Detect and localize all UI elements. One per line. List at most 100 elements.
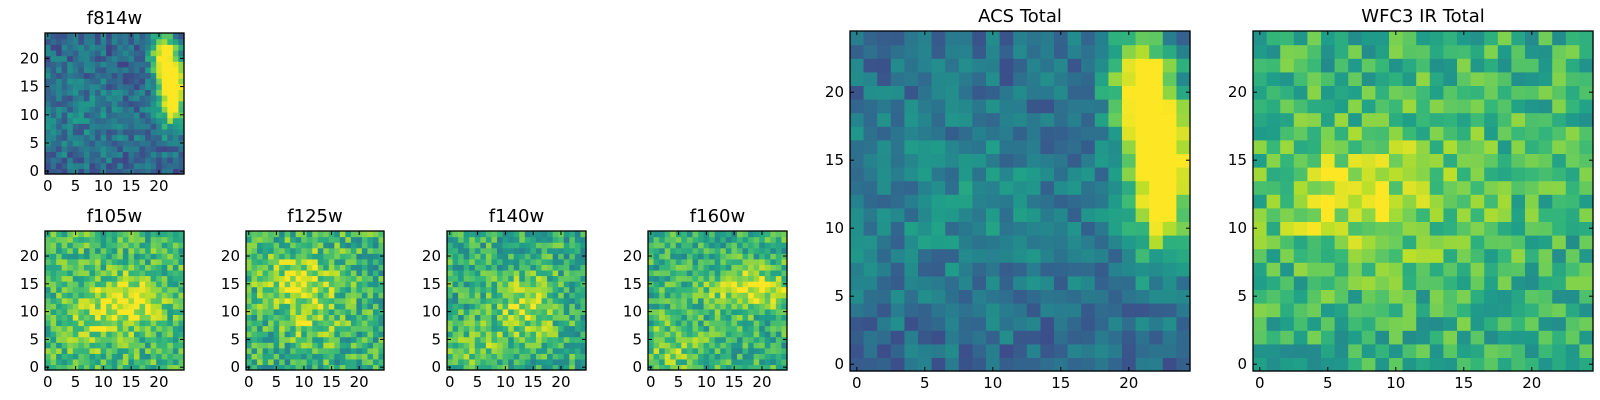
heatmap-cell [1348, 357, 1363, 372]
heatmap-cell [497, 258, 504, 265]
heatmap-cell [753, 286, 760, 293]
heatmap-cell [692, 325, 699, 332]
heatmap-cell [111, 49, 118, 57]
heatmap-cell [1122, 99, 1137, 114]
heatmap-cell [563, 242, 570, 249]
heatmap-cell [167, 123, 174, 130]
heatmap-cell [67, 33, 74, 40]
heatmap-cell [703, 292, 710, 299]
heatmap-cell [167, 236, 174, 243]
heatmap-cell [1402, 316, 1417, 331]
heatmap-cell [1040, 139, 1055, 154]
heatmap-cell [474, 247, 481, 254]
heatmap-cell [367, 297, 374, 304]
heatmap-cell [1457, 194, 1472, 209]
heatmap-cell [1402, 167, 1417, 182]
heatmap-cell [117, 297, 124, 304]
heatmap-cell [681, 247, 688, 254]
heatmap-cell [931, 58, 946, 73]
heatmap-cell [580, 303, 587, 310]
heatmap-cell [725, 286, 732, 293]
heatmap-cell [877, 85, 892, 100]
heatmap-cell [95, 358, 102, 366]
heatmap-cell [1497, 139, 1512, 154]
heatmap-cell [1538, 262, 1553, 277]
heatmap-cell [1162, 99, 1177, 114]
heatmap-cell [111, 145, 118, 153]
heatmap-cell [1402, 153, 1417, 168]
heatmap-cell [339, 269, 346, 277]
heatmap-cell [111, 292, 118, 299]
heatmap-cell [986, 357, 1001, 372]
heatmap-cell [262, 297, 269, 304]
x-tick-label: 20 [752, 373, 771, 391]
heatmap-cell [1457, 221, 1472, 236]
heatmap-cell [648, 242, 655, 249]
heatmap-cell [128, 117, 135, 124]
heatmap-cell [95, 236, 102, 243]
heatmap-cell [485, 264, 493, 271]
heatmap-cell [1416, 262, 1431, 277]
heatmap-cell [1579, 194, 1594, 209]
heatmap-cell [1293, 275, 1308, 290]
heatmap-cell [161, 353, 168, 360]
heatmap-cell [72, 140, 79, 147]
heatmap-cell [128, 72, 135, 79]
heatmap-cell [78, 314, 85, 321]
heatmap-cell [328, 342, 335, 349]
heatmap-cell [1429, 248, 1444, 263]
heatmap-cell [692, 308, 699, 315]
heatmap-cell [547, 314, 554, 321]
heatmap-cell [1280, 235, 1295, 250]
heatmap-cell [279, 325, 286, 332]
heatmap-cell [145, 162, 152, 169]
heatmap-cell [703, 353, 710, 360]
heatmap-cell [257, 275, 264, 282]
x-tick-label: 10 [697, 373, 716, 391]
heatmap-cell [339, 264, 346, 271]
heatmap-cell [83, 253, 91, 260]
heatmap-cell [1565, 194, 1580, 209]
heatmap-cell [1525, 194, 1540, 209]
heatmap-cell [474, 292, 481, 299]
heatmap-cell [72, 269, 79, 277]
heatmap-cell [877, 316, 892, 331]
heatmap-cell [675, 247, 682, 254]
heatmap-cell [172, 151, 180, 158]
heatmap-cell [328, 253, 335, 260]
heatmap-cell [558, 342, 565, 349]
heatmap-cell [1538, 85, 1553, 100]
heatmap-cell [748, 364, 755, 371]
heatmap-cell [1389, 289, 1404, 304]
heatmap-cell [1040, 262, 1055, 277]
heatmap-cell [1457, 112, 1472, 127]
heatmap-cell [558, 281, 565, 288]
heatmap-cell [246, 258, 253, 265]
heatmap-cell [725, 231, 732, 238]
heatmap-cell [1375, 303, 1390, 318]
heatmap-cell [1334, 207, 1349, 222]
heatmap-cell [145, 308, 152, 315]
heatmap-cell [122, 336, 129, 343]
heatmap-cell [480, 286, 487, 293]
heatmap-cell [709, 325, 716, 332]
heatmap-cell [111, 236, 118, 243]
heatmap-cell [474, 336, 481, 343]
heatmap-cell [156, 49, 163, 57]
heatmap-cell [145, 100, 152, 107]
heatmap-cell [686, 286, 694, 293]
heatmap-cell [312, 231, 319, 238]
heatmap-cell [519, 353, 526, 360]
heatmap-cell [931, 207, 946, 222]
heatmap-cell [720, 336, 727, 343]
heatmap-cell [1122, 167, 1137, 182]
heatmap-cell [1484, 126, 1499, 141]
heatmap-cell [890, 180, 905, 195]
heatmap-cell [653, 231, 660, 238]
heatmap-cell [659, 314, 666, 321]
heatmap-cell [257, 247, 264, 254]
heatmap-cell [83, 258, 91, 265]
heatmap-cell [1321, 31, 1336, 46]
heatmap-cell [356, 353, 363, 360]
heatmap-cell [67, 331, 74, 338]
